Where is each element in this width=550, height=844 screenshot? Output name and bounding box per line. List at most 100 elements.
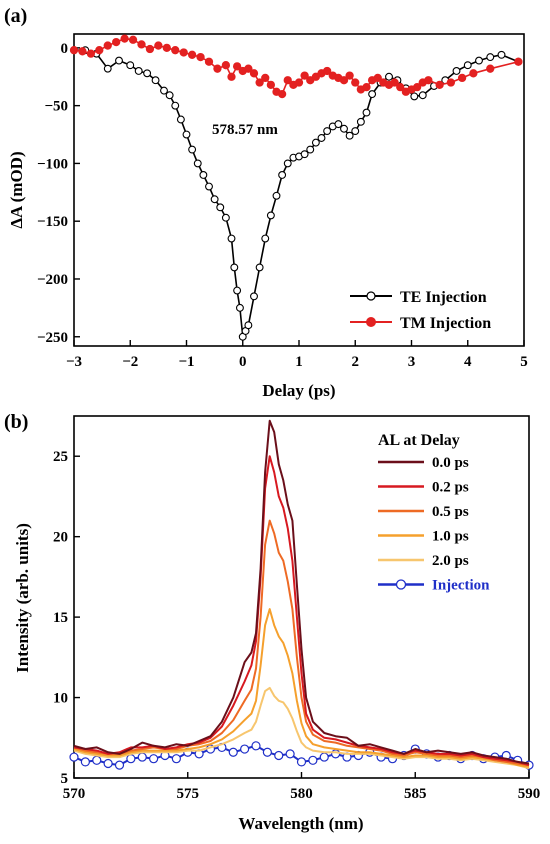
data-point (283, 159, 292, 168)
data-point (296, 757, 307, 767)
y-tick-label: 10 (53, 691, 68, 707)
data-point (250, 292, 258, 301)
y-tick-label: −100 (37, 156, 68, 172)
legend-te-label: TE Injection (400, 289, 487, 306)
x-tick-label: 580 (290, 786, 313, 802)
panel-a: (a) −3 −2 −1 0 1 2 3 4 5 0 −50 −100 −150 −200 −250 578… (4, 5, 528, 400)
data-point (396, 83, 405, 92)
data-point (137, 40, 146, 49)
y-tick-label: 20 (53, 530, 68, 546)
series-line (73, 686, 530, 770)
data-point (196, 52, 205, 62)
data-point (469, 69, 478, 78)
legend-te-marker (366, 291, 376, 301)
x-tick-label: 585 (404, 786, 427, 802)
data-point (228, 747, 238, 757)
data-point (277, 89, 287, 99)
data-point (187, 50, 197, 59)
data-point (151, 76, 160, 85)
panel-a-xlabel: Delay (ps) (262, 381, 335, 400)
data-point (390, 78, 399, 87)
y-tick-label: −150 (37, 214, 68, 230)
legend-label: Injection (432, 578, 490, 594)
x-tick-label: 570 (63, 786, 86, 802)
data-point (274, 750, 284, 761)
data-point (227, 234, 236, 243)
data-point (227, 72, 236, 81)
panel-b-ticks: 570 575 580 585 590 5 10 15 20 25 (53, 449, 540, 802)
data-point (69, 46, 79, 55)
data-point (216, 203, 225, 212)
legend-tm-label: TM Injection (400, 315, 491, 332)
data-point (103, 41, 112, 50)
data-point (272, 191, 281, 200)
series-0 (70, 46, 523, 341)
panel-b: (b) 570 575 580 585 590 5 10 15 20 25 Wavelength … (4, 411, 540, 833)
data-point (103, 64, 112, 73)
x-tick-label: −3 (66, 354, 82, 370)
data-point (126, 61, 135, 70)
data-point (266, 211, 275, 220)
data-point (165, 91, 174, 100)
legend-label: 1.0 ps (432, 529, 469, 545)
data-point (182, 130, 191, 139)
data-point (114, 760, 125, 770)
legend-label: 2.0 ps (432, 553, 469, 569)
panel-b-label: (b) (4, 411, 28, 433)
data-point (446, 78, 456, 87)
data-point (128, 35, 138, 44)
series-0 (73, 419, 530, 765)
data-point (261, 234, 270, 243)
data-point (244, 64, 253, 73)
data-point (385, 72, 393, 81)
data-point (323, 127, 332, 136)
data-point (261, 73, 270, 83)
data-point (294, 78, 304, 87)
data-point (300, 71, 309, 80)
data-point (339, 76, 349, 85)
data-point (80, 757, 90, 767)
data-point (233, 286, 242, 295)
data-point (317, 134, 326, 142)
series-3 (73, 608, 530, 768)
x-tick-label: 2 (352, 354, 360, 370)
data-point (95, 46, 104, 55)
panel-a-series (69, 34, 523, 341)
series-line (73, 455, 530, 767)
legend-label: 0.5 ps (432, 504, 469, 520)
series-4 (73, 686, 530, 770)
data-point (319, 752, 329, 762)
data-point (283, 76, 292, 85)
data-point (255, 263, 264, 272)
series-1 (69, 34, 523, 99)
data-point (373, 73, 382, 83)
data-point (300, 150, 309, 159)
data-point (311, 138, 320, 147)
data-point (463, 61, 472, 70)
data-point (424, 76, 433, 85)
data-point (145, 44, 155, 54)
data-point (351, 78, 360, 87)
data-point (230, 263, 239, 272)
data-point (452, 67, 461, 75)
data-point (179, 48, 188, 57)
data-point (221, 213, 230, 222)
data-point (285, 749, 295, 759)
data-point (92, 755, 102, 765)
x-tick-label: 1 (295, 354, 303, 370)
data-point (362, 83, 371, 92)
data-point (331, 749, 341, 759)
panel-b-series (69, 419, 534, 770)
panel-b-legend-title: AL at Delay (378, 432, 460, 449)
series-line (73, 608, 530, 768)
x-tick-label: 4 (464, 354, 472, 370)
data-point (255, 78, 264, 87)
data-point (221, 61, 231, 70)
data-point (457, 73, 467, 83)
legend-tm-marker (366, 317, 376, 327)
data-point (112, 37, 121, 47)
data-point (266, 80, 276, 89)
data-point (251, 741, 261, 751)
y-tick-label: −200 (37, 272, 68, 288)
x-tick-label: 3 (408, 354, 416, 370)
